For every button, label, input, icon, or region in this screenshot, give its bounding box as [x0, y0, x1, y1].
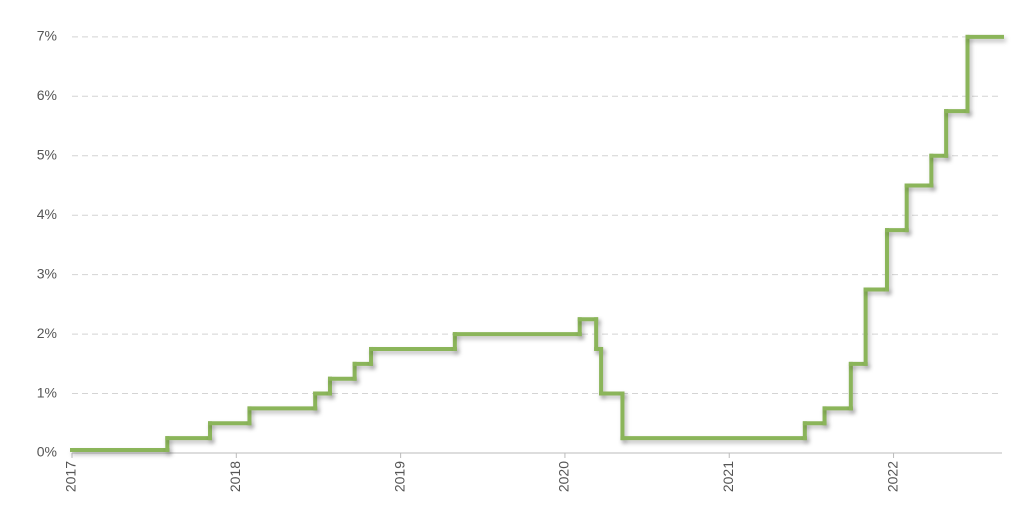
y-tick-label: 7% — [37, 28, 57, 44]
y-tick-label: 2% — [37, 325, 57, 341]
y-tick-label: 1% — [37, 384, 57, 400]
x-tick-label: 2021 — [720, 461, 736, 492]
y-tick-label: 3% — [37, 265, 57, 281]
x-tick-label: 2018 — [227, 461, 243, 492]
x-tick-label: 2022 — [884, 461, 900, 492]
y-tick-label: 0% — [37, 444, 57, 460]
x-tick-label: 2019 — [391, 461, 407, 492]
y-tick-label: 5% — [37, 146, 57, 162]
y-tick-label: 6% — [37, 87, 57, 103]
x-tick-label: 2020 — [556, 461, 572, 492]
y-tick-label: 4% — [37, 206, 57, 222]
x-tick-label: 2017 — [63, 461, 79, 492]
